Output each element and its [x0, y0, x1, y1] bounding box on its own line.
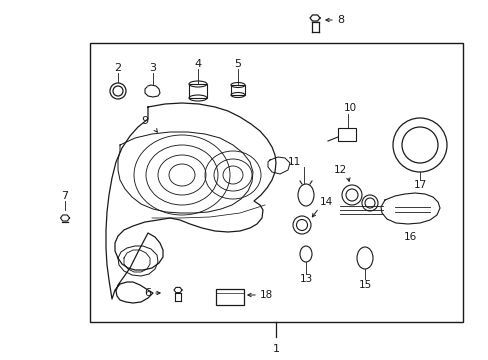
Text: 12: 12 — [333, 165, 346, 175]
Text: 14: 14 — [319, 197, 332, 207]
Text: 4: 4 — [194, 59, 201, 69]
Text: 8: 8 — [336, 15, 344, 25]
Bar — [337, 128, 355, 141]
Bar — [216, 289, 244, 305]
Text: 7: 7 — [61, 191, 68, 201]
Text: 6: 6 — [143, 288, 151, 298]
Bar — [189, 84, 206, 98]
Text: 18: 18 — [260, 290, 273, 300]
Text: 1: 1 — [272, 344, 279, 354]
Text: 15: 15 — [358, 280, 371, 290]
Text: 17: 17 — [412, 180, 426, 190]
Text: 13: 13 — [299, 274, 312, 284]
Text: 16: 16 — [403, 232, 416, 242]
Text: 2: 2 — [114, 63, 122, 73]
Text: 10: 10 — [343, 103, 356, 113]
Text: 3: 3 — [149, 63, 156, 73]
Text: 5: 5 — [234, 59, 241, 69]
Text: 11: 11 — [287, 157, 301, 167]
Text: 9: 9 — [141, 116, 148, 126]
Bar — [230, 85, 244, 95]
Bar — [90, 43, 462, 322]
